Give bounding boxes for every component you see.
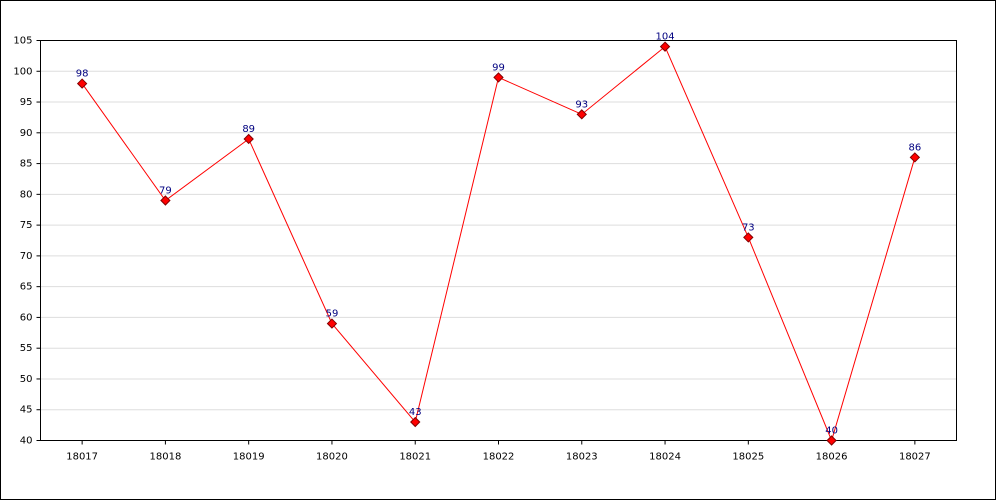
marker (909, 152, 921, 163)
value-label: 98 (76, 69, 89, 80)
marker (410, 416, 421, 428)
marker (493, 72, 504, 83)
value-label: 99 (492, 62, 505, 73)
marker (576, 109, 587, 120)
x-tick-label: 18021 (399, 452, 431, 463)
x-tick-label: 18022 (483, 452, 515, 463)
marker (826, 435, 837, 446)
x-tick-label: 18025 (732, 452, 764, 463)
value-label: 43 (409, 407, 422, 418)
value-label: 40 (825, 426, 838, 437)
y-tick-label: 70 (20, 251, 33, 262)
y-tick-label: 60 (20, 312, 33, 323)
x-tick-label: 18027 (899, 452, 931, 463)
value-label: 86 (908, 142, 921, 153)
value-label: 89 (242, 124, 255, 135)
marker (326, 318, 338, 329)
marker (659, 41, 671, 52)
y-tick-label: 80 (20, 189, 33, 200)
x-tick-label: 18018 (150, 452, 182, 463)
value-label: 73 (742, 222, 755, 233)
y-tick-label: 100 (13, 66, 32, 77)
y-tick-label: 65 (20, 282, 33, 293)
marker (160, 195, 171, 206)
y-tick-label: 45 (20, 405, 33, 416)
x-tick-label: 18017 (66, 452, 98, 463)
value-label: 59 (326, 309, 339, 320)
marker (743, 232, 754, 243)
y-tick-label: 50 (20, 374, 33, 385)
x-tick-label: 18024 (649, 452, 681, 463)
y-tick-label: 75 (20, 220, 33, 231)
marker (76, 78, 88, 89)
y-tick-label: 95 (20, 97, 33, 108)
x-tick-label: 18020 (316, 452, 348, 463)
y-tick-label: 55 (20, 343, 33, 354)
plot-area (40, 40, 957, 441)
y-tick-label: 105 (13, 36, 32, 47)
x-tick-label: 18019 (233, 452, 265, 463)
y-tick-label: 85 (20, 159, 33, 170)
x-tick-label: 18023 (566, 452, 598, 463)
value-label: 104 (655, 32, 674, 43)
y-tick-label: 90 (20, 128, 33, 139)
x-tick-label: 18026 (816, 452, 848, 463)
y-tick-label: 40 (20, 436, 33, 447)
marker (243, 133, 254, 145)
value-label: 93 (575, 99, 588, 110)
value-label: 79 (159, 186, 172, 197)
